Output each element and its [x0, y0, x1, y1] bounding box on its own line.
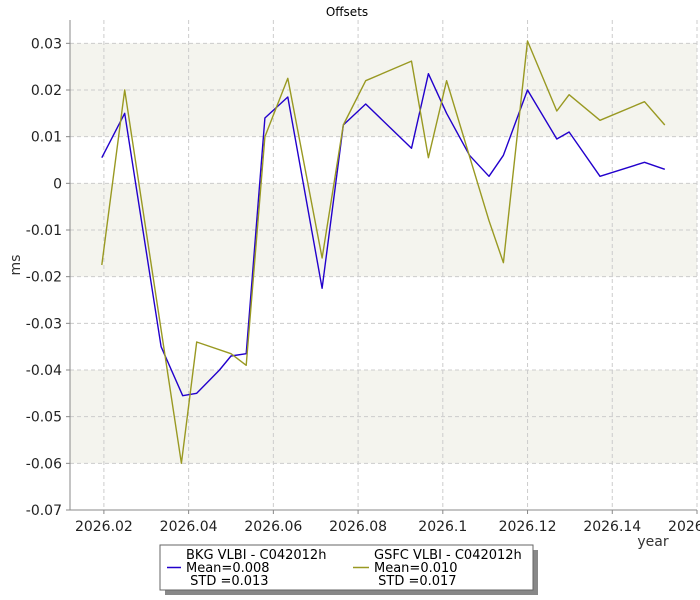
y-tick-label: -0.07: [26, 503, 62, 519]
plot-area: [70, 20, 698, 511]
background-bands: [70, 43, 697, 464]
x-tick-label: 2026.06: [244, 519, 302, 535]
x-tick-label: 2026.04: [160, 519, 218, 535]
axes: [69, 20, 697, 511]
y-tick-label: -0.03: [26, 316, 62, 332]
background-band: [70, 183, 697, 277]
x-tick-label: 2026.12: [499, 519, 557, 535]
legend-mean-gsfc: Mean=0.010: [374, 561, 458, 576]
x-axis-ticks: 2026.02 2026.04 2026.06 2026.08 2026.1 2026.1…: [75, 510, 700, 535]
legend-mean-bkg: Mean=0.008: [186, 561, 270, 576]
legend-box: [159, 544, 534, 591]
y-tick-label: 0.01: [31, 130, 62, 146]
y-tick-label: 0: [53, 176, 62, 192]
y-tick-label: -0.05: [26, 410, 62, 426]
x-tick-label: 2026.1: [418, 519, 467, 535]
series-line-gsfc: [101, 40, 666, 464]
gridlines: [70, 20, 698, 511]
y-axis-label: ms: [8, 255, 24, 276]
x-tick-label: 2026.16: [668, 519, 700, 535]
x-axis-label: year: [637, 534, 668, 550]
legend-entry-gsfc: GSFC VLBI - C042012h: [374, 548, 522, 563]
legend: BKG VLBI - C042012h Mean=0.008 STD =0.01…: [159, 544, 538, 595]
legend-std-gsfc: STD =0.017: [374, 574, 457, 589]
y-tick-label: -0.01: [26, 223, 62, 239]
chart-title: Offsets: [326, 5, 368, 19]
series-lines: [101, 40, 666, 464]
y-tick-label: -0.02: [26, 270, 62, 286]
y-tick-label: 0.03: [31, 36, 62, 52]
legend-std-bkg: STD =0.013: [186, 574, 269, 589]
legend-entry-bkg: BKG VLBI - C042012h: [186, 548, 326, 563]
y-tick-label: 0.02: [31, 83, 62, 99]
y-tick-label: -0.04: [26, 363, 62, 379]
x-tick-label: 2026.02: [75, 519, 133, 535]
x-tick-label: 2026.14: [583, 519, 641, 535]
y-tick-label: -0.06: [26, 456, 62, 472]
x-tick-label: 2026.08: [329, 519, 387, 535]
y-axis-ticks: -0.07 -0.06 -0.05 -0.04 -0.03 -0.02 -0.01 0 0.01…: [26, 36, 70, 519]
series-line-bkg: [101, 72, 666, 397]
